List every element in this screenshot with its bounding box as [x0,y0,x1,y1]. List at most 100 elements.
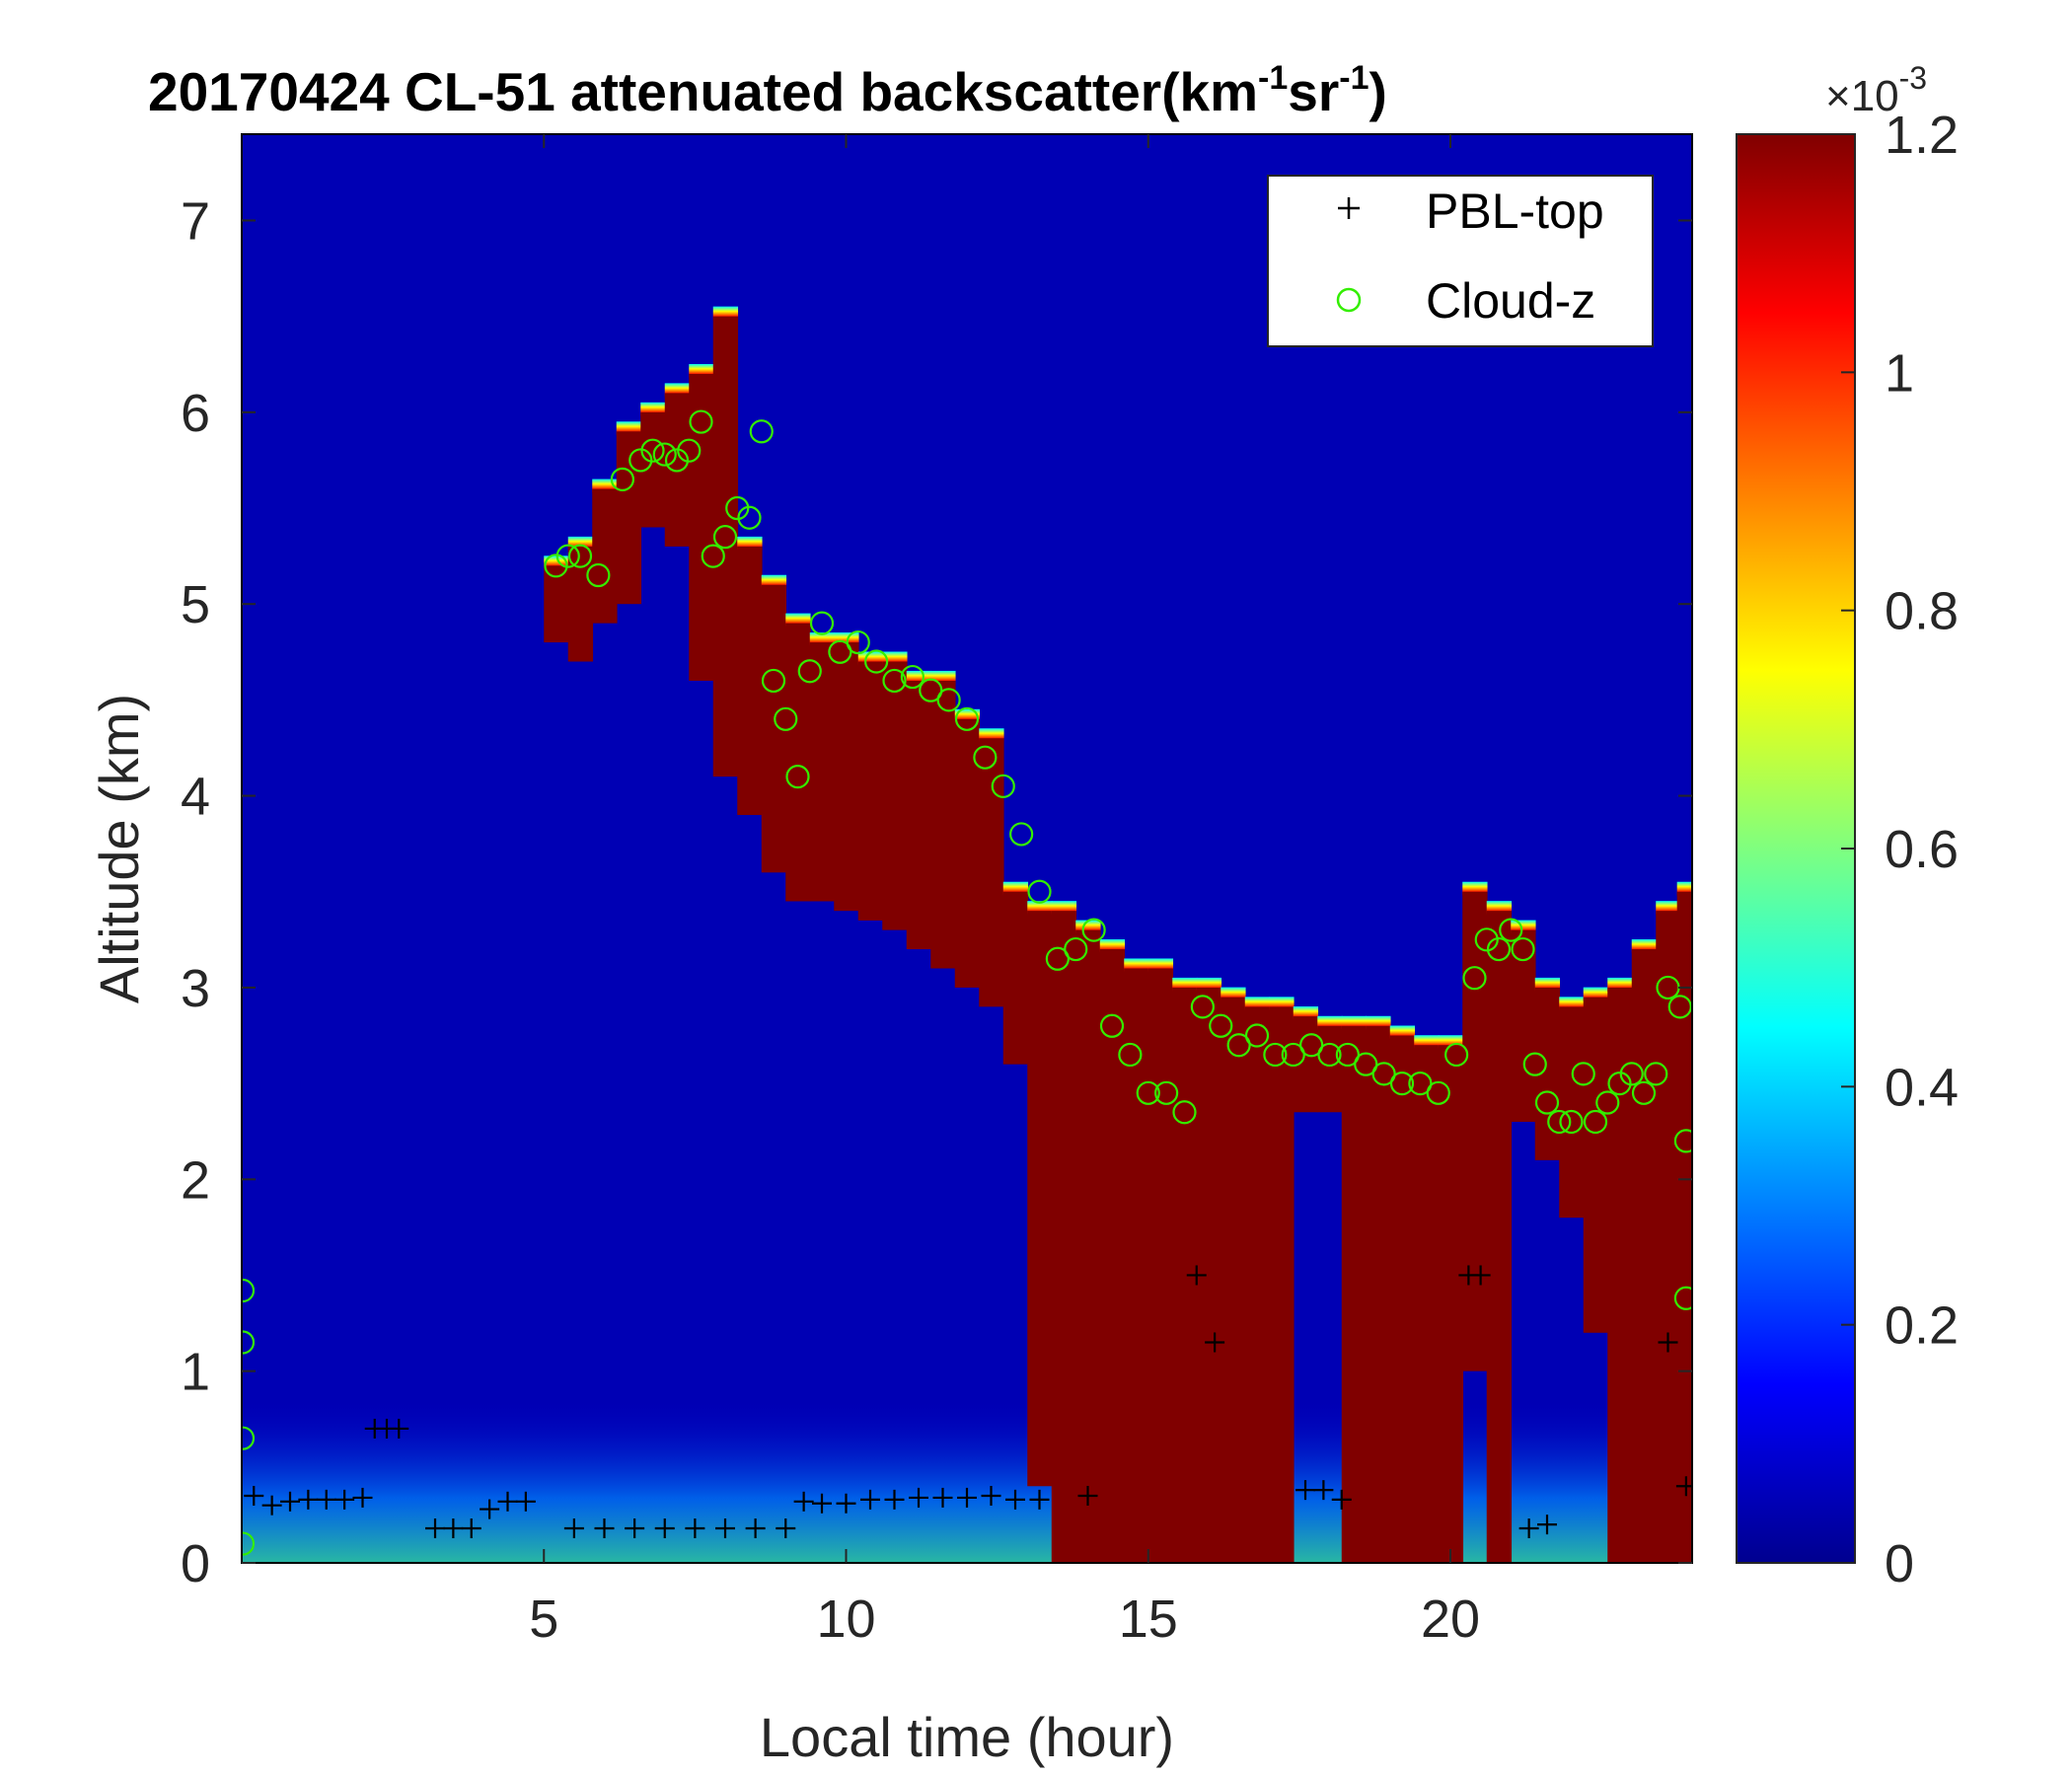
cloud-z-marker [652,442,677,467]
cloud-z-marker [1154,1080,1179,1105]
cloud-z-marker [846,629,870,655]
y-tick-label: 7 [181,191,210,251]
cloud-z-marker [1281,1042,1305,1068]
cloud-z-marker [1426,1080,1450,1105]
colorbar-ticks: 0 0.2 0.4 0.6 0.8 1 1.2 [1841,106,1959,1593]
cloud-z-marker [1667,995,1692,1019]
y-axis-label: Altitude (km) [88,694,150,1003]
cloud-column [1511,929,1536,1122]
cloud-z-marker [1190,995,1215,1019]
colorbar-tick-label: 0.8 [1885,582,1959,641]
cloud-z-marker [1371,1062,1396,1086]
cloud-column [1147,968,1174,1563]
pbl-top-marker [497,1491,518,1512]
colorbar-tick-label: 1.2 [1885,106,1959,165]
cloud-z-marker [1595,1090,1620,1115]
cloud-column [1656,911,1678,1563]
cloud-z-marker [1009,822,1034,847]
colorbar-multiplier: ×10-3 [1825,60,1927,120]
cloud-z-marker [737,505,762,530]
pbl-top-marker [1186,1265,1207,1286]
cloud-column [882,661,908,930]
pbl-top-marker [425,1518,445,1539]
y-tick-label: 1 [181,1343,210,1402]
cloud-z-marker [864,649,889,674]
cloud-z-marker [1136,1080,1160,1105]
pbl-top-marker [932,1487,953,1508]
cloud-column [592,488,618,624]
cloud-z-marker [774,706,798,731]
cloud-column [1583,997,1609,1333]
cloud-z-marker [1226,1033,1251,1058]
cloud-z-marker [725,495,750,521]
pbl-top-marker [909,1487,928,1508]
cloud-column [1366,1025,1391,1563]
cloud-column [1389,1035,1416,1563]
cloud-column [664,393,691,547]
colorbar: 0 0.2 0.4 0.6 0.8 1 1.2 ×10-3 [1736,60,1959,1593]
cloud-column [785,623,811,902]
cloud-z-marker [1099,1013,1125,1038]
cloud-z-marker [1444,1042,1469,1068]
cloud-column [1027,911,1053,1487]
cloud-z-marker [1474,927,1499,952]
y-tick-label: 0 [181,1534,210,1593]
pbl-top-marker [745,1518,766,1539]
cloud-column [906,680,932,950]
cloud-z-marker [1547,1109,1572,1135]
colorbar-gradient [1736,133,1856,1564]
surface-layer [242,1401,1692,1563]
pbl-top-marker [1205,1332,1225,1353]
pbl-top-marker [654,1518,675,1539]
pbl-top-marker [1295,1480,1315,1501]
legend-box [1267,175,1654,347]
cloud-column [1269,1006,1295,1563]
colorbar-tick-label: 1 [1885,343,1914,403]
x-tick-label: 15 [1119,1590,1178,1649]
cloud-z-marker [1462,966,1487,991]
cloud-z-marker [677,438,702,463]
cloud-z-marker [567,544,593,568]
cloud-z-marker [1335,1042,1360,1068]
cloud-z-marker [640,438,665,463]
cloud-z-marker [954,706,980,731]
pbl-top-marker [884,1489,905,1510]
pbl-top-marker [625,1518,645,1539]
cloud-z-marker [1354,1052,1378,1076]
pbl-top-marker [685,1518,705,1539]
cloud-column [1414,1045,1440,1563]
cloud-column [1438,1045,1464,1563]
cloud-column [616,431,642,605]
cloud-column [954,718,981,988]
cloud-column [979,738,1004,1007]
cloud-z-marker [1644,1062,1668,1086]
pbl-top-marker [480,1499,500,1519]
cloud-z-marker [1045,946,1070,971]
colorbar-tick-label: 0.4 [1885,1058,1959,1117]
cloud-z-marker [900,664,925,690]
cloud-z-marker [1081,918,1106,942]
pbl-top-marker [812,1493,832,1514]
cloud-z-marker [1389,1071,1415,1096]
cloud-z-marker [1299,1033,1324,1058]
cloud-column [1002,891,1029,1065]
y-tick-label: 6 [181,384,210,443]
pbl-top-marker [1029,1489,1050,1510]
pbl-top-marker [836,1493,856,1514]
x-tick-label: 20 [1421,1590,1480,1649]
cloud-z-marker [809,611,835,635]
cloud-z-marker [1673,1129,1692,1153]
pbl-top-marker [957,1487,977,1508]
colorbar-tick-label: 0.6 [1885,820,1959,879]
cloud-z-marker [828,639,852,664]
pbl-top-marker [389,1418,409,1439]
cloud-z-marker [1499,918,1523,942]
cloud-column [809,642,836,902]
cloud-layer [544,306,1692,1563]
legend-marker-pbl-top [1338,197,1360,219]
pbl-top-marker [715,1518,735,1539]
pbl-top-marker [515,1491,536,1512]
cloud-z-marker [1027,879,1052,904]
cloud-column [544,565,569,643]
cloud-column [1075,929,1101,1563]
